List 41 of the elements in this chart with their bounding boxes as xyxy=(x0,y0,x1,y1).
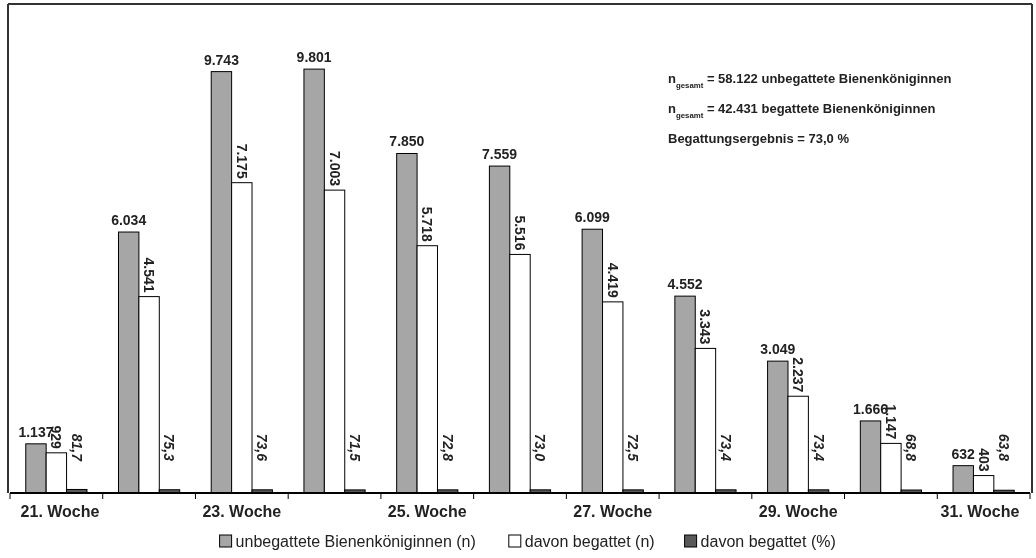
data-label: 73,6 xyxy=(254,433,271,462)
data-label: 3.049 xyxy=(760,341,796,358)
data-label: 63,8 xyxy=(996,433,1013,462)
data-label: 9.801 xyxy=(296,49,332,66)
data-label: 72,8 xyxy=(439,433,456,462)
data-label: 71,5 xyxy=(346,433,363,462)
annotation: n$_{gesamt}$ = 58.122 unbegattete Bienenköniginnen xyxy=(668,71,952,90)
data-label: 4.419 xyxy=(604,262,621,299)
annotation: n$_{gesamt}$ = 42.431 begattete Bienenköniginnen xyxy=(668,101,936,120)
data-label: 9.743 xyxy=(203,51,240,68)
data-label: 7.559 xyxy=(482,146,518,163)
data-label: 73,4 xyxy=(810,433,827,462)
data-label: 4.552 xyxy=(667,276,703,293)
data-label: 5.718 xyxy=(419,206,436,242)
x-tick-label: 27. Woche xyxy=(573,503,653,520)
legend-label: davon begattet (%) xyxy=(700,533,836,550)
data-label: 6.099 xyxy=(574,209,611,226)
legend-label: unbegattete Bienenköniginnen (n) xyxy=(235,533,476,550)
data-label: 5.516 xyxy=(512,215,528,251)
data-label: 3.343 xyxy=(697,309,714,345)
data-label: 73,0 xyxy=(532,433,549,462)
data-label: 68,8 xyxy=(903,433,920,462)
data-label: 7.175 xyxy=(233,143,250,179)
legend-label: davon begattet (n) xyxy=(524,533,655,550)
data-label: 4.541 xyxy=(141,257,158,293)
data-label: 7.003 xyxy=(326,151,343,187)
x-tick-label: 29. Woche xyxy=(758,503,838,520)
data-label: 403 xyxy=(975,448,992,472)
x-tick-label: 31. Woche xyxy=(940,503,1020,520)
data-label: 2.237 xyxy=(790,357,807,393)
data-label: 75,3 xyxy=(161,433,178,462)
annotation: Begattungsergebnis = 73,0 % xyxy=(668,131,850,146)
data-label: 7.850 xyxy=(389,133,425,150)
data-label: 632 xyxy=(951,445,976,462)
data-label: 81,7 xyxy=(68,433,85,463)
x-tick-label: 25. Woche xyxy=(387,503,467,520)
data-label: 6.034 xyxy=(111,212,147,229)
data-label: 73,4 xyxy=(717,433,734,462)
x-tick-label: 21. Woche xyxy=(20,503,100,520)
data-label: 72,5 xyxy=(625,433,642,462)
x-tick-label: 23. Woche xyxy=(202,503,282,520)
